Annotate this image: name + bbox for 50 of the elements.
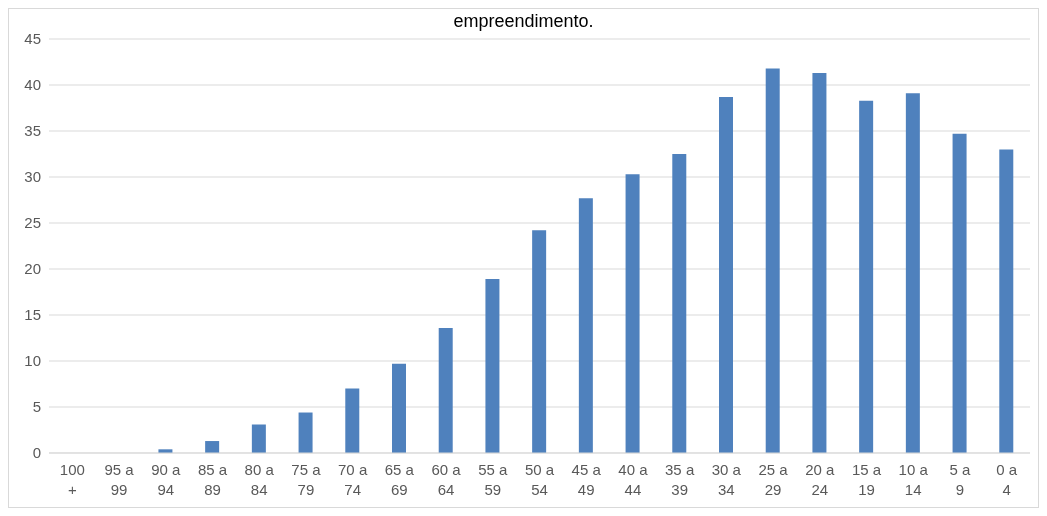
bar xyxy=(392,363,406,453)
x-tick-label: 20 a 24 xyxy=(805,461,836,498)
x-tick-label: 40 a 44 xyxy=(618,461,649,498)
x-tick-label: 50 a 54 xyxy=(524,461,555,498)
y-tick-label: 5 xyxy=(32,398,41,416)
bar xyxy=(952,133,967,453)
x-tick-label: 45 a 49 xyxy=(571,461,602,498)
y-tick-label: 20 xyxy=(24,260,41,278)
x-tick-label: 100 + xyxy=(59,461,85,498)
y-tick-label: 40 xyxy=(24,76,41,94)
bar xyxy=(205,441,220,453)
bar xyxy=(719,96,733,453)
x-tick-label: 25 a 29 xyxy=(758,461,789,498)
x-tick-label: 5 a 9 xyxy=(949,461,972,498)
bar xyxy=(438,327,453,453)
x-tick-label: 35 a 39 xyxy=(665,461,695,498)
x-tick-label: 65 a 69 xyxy=(384,461,415,498)
x-tick-label: 60 a 64 xyxy=(431,461,462,498)
y-tick-label: 35 xyxy=(24,122,41,140)
x-tick-label: 95 a 99 xyxy=(104,461,135,498)
x-tick-label: 70 a 74 xyxy=(338,461,368,498)
bar xyxy=(812,73,827,453)
x-tick-label: 75 a 79 xyxy=(291,461,322,498)
bar xyxy=(905,93,920,453)
x-tick-label: 80 a 84 xyxy=(244,461,275,498)
x-tick-label: 0 a 4 xyxy=(996,461,1018,498)
y-tick-label: 0 xyxy=(32,444,41,462)
x-tick-label: 15 a 19 xyxy=(851,461,882,498)
y-tick-label: 10 xyxy=(24,352,41,370)
bar xyxy=(578,198,593,453)
bar xyxy=(625,174,640,453)
bar xyxy=(532,230,547,453)
x-tick-label: 30 a 34 xyxy=(711,461,742,498)
y-tick-label: 25 xyxy=(24,214,41,232)
x-tick-label: 10 a 14 xyxy=(898,461,929,498)
x-tick-label: 55 a 59 xyxy=(478,461,509,498)
x-tick-label: 85 a 89 xyxy=(197,461,228,498)
bar xyxy=(345,388,360,453)
y-tick-label: 30 xyxy=(24,168,41,186)
x-tick-label: 90 a 94 xyxy=(151,461,182,498)
y-tick-label: 15 xyxy=(24,306,41,324)
bar xyxy=(298,412,313,453)
bar xyxy=(672,154,687,453)
bar xyxy=(859,100,874,453)
bar xyxy=(251,424,266,453)
bar xyxy=(999,149,1014,453)
bar xyxy=(765,68,780,453)
chart-title: empreendimento. xyxy=(452,11,595,32)
y-tick-label: 45 xyxy=(24,30,41,48)
bar xyxy=(485,279,500,453)
